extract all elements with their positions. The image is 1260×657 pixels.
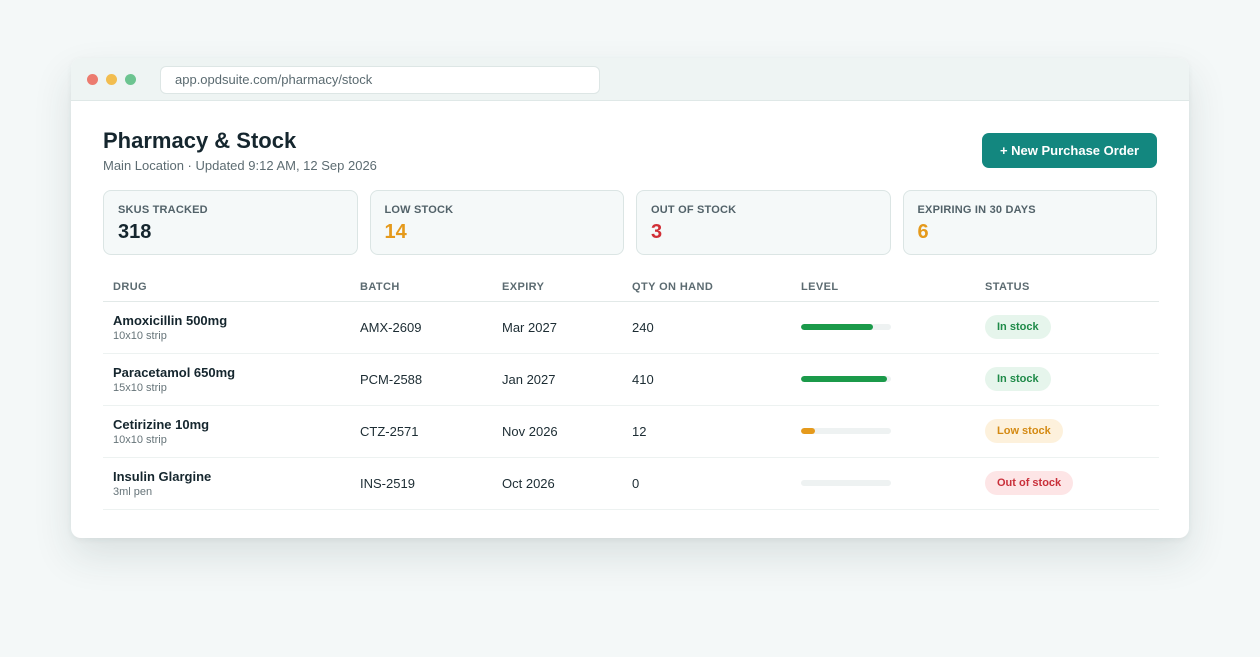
- table-row[interactable]: Insulin Glargine 3ml pen INS-2519 Oct 20…: [103, 457, 1159, 510]
- batch-cell: INS-2519: [350, 457, 492, 510]
- stock-level-fill: [801, 428, 815, 434]
- stock-level-bar: [801, 376, 891, 382]
- level-cell: [791, 457, 975, 510]
- stats-row: SKUS TRACKED 318 LOW STOCK 14 OUT OF STO…: [103, 190, 1157, 255]
- level-cell: [791, 353, 975, 406]
- table-row[interactable]: Cetirizine 10mg 10x10 strip CTZ-2571 Nov…: [103, 405, 1159, 458]
- column-header-level[interactable]: LEVEL: [791, 273, 975, 302]
- level-cell: [791, 405, 975, 458]
- status-badge: Out of stock: [985, 471, 1074, 495]
- expiry-cell: Nov 2026: [492, 405, 622, 458]
- browser-window: app.opdsuite.com/pharmacy/stock Pharmacy…: [71, 58, 1189, 538]
- qty-cell: 12: [622, 405, 791, 458]
- maximize-window-dot-icon[interactable]: [125, 74, 136, 85]
- stat-value: 6: [917, 221, 929, 243]
- batch-cell: PCM-2588: [350, 353, 492, 406]
- new-purchase-order-button[interactable]: + New Purchase Order: [982, 133, 1157, 168]
- level-cell: [791, 301, 975, 354]
- status-cell: In stock: [975, 301, 1159, 354]
- batch-cell: CTZ-2571: [350, 405, 492, 458]
- column-header-status[interactable]: STATUS: [975, 273, 1159, 302]
- drug-cell: Paracetamol 650mg 15x10 strip: [103, 353, 350, 406]
- table-row[interactable]: Amoxicillin 500mg 10x10 strip AMX-2609 M…: [103, 301, 1159, 354]
- stock-level-fill: [801, 376, 887, 382]
- stat-label: LOW STOCK: [384, 204, 454, 216]
- page-subtitle: Main Location · Updated 9:12 AM, 12 Sep …: [103, 158, 377, 173]
- drug-name[interactable]: Amoxicillin 500mg: [113, 312, 228, 328]
- table-header-row: DRUG BATCH EXPIRY QTY ON HAND LEVEL STAT…: [103, 273, 1159, 302]
- stock-level-bar: [801, 324, 891, 330]
- stock-level-bar: [801, 480, 891, 486]
- stat-label: SKUS TRACKED: [118, 204, 208, 216]
- drug-pack-size: 15x10 strip: [113, 381, 167, 394]
- drug-pack-size: 10x10 strip: [113, 433, 167, 446]
- stat-value: 3: [651, 221, 663, 243]
- stat-value: 318: [118, 221, 152, 243]
- drug-name[interactable]: Cetirizine 10mg: [113, 416, 210, 432]
- status-cell: Low stock: [975, 405, 1159, 458]
- stat-card-out-of-stock: OUT OF STOCK 3: [636, 190, 891, 255]
- status-badge: In stock: [985, 315, 1051, 339]
- page-title: Pharmacy & Stock: [103, 128, 297, 153]
- batch-cell: AMX-2609: [350, 301, 492, 354]
- expiry-cell: Oct 2026: [492, 457, 622, 510]
- expiry-cell: Mar 2027: [492, 301, 622, 354]
- drug-cell: Cetirizine 10mg 10x10 strip: [103, 405, 350, 458]
- stock-table: DRUG BATCH EXPIRY QTY ON HAND LEVEL STAT…: [103, 273, 1159, 510]
- address-bar[interactable]: app.opdsuite.com/pharmacy/stock: [160, 66, 600, 94]
- stat-card-expiring-30-days: EXPIRING IN 30 DAYS 6: [902, 190, 1157, 255]
- close-window-dot-icon[interactable]: [87, 74, 98, 85]
- stat-value: 14: [384, 221, 407, 243]
- browser-titlebar: app.opdsuite.com/pharmacy/stock: [71, 58, 1189, 101]
- status-cell: In stock: [975, 353, 1159, 406]
- stat-card-low-stock: LOW STOCK 14: [369, 190, 624, 255]
- drug-name[interactable]: Paracetamol 650mg: [113, 364, 236, 380]
- column-header-batch[interactable]: BATCH: [350, 273, 492, 302]
- stat-card-skus-tracked: SKUS TRACKED 318: [103, 190, 358, 255]
- status-cell: Out of stock: [975, 457, 1159, 510]
- expiry-cell: Jan 2027: [492, 353, 622, 406]
- drug-cell: Amoxicillin 500mg 10x10 strip: [103, 301, 350, 354]
- qty-cell: 240: [622, 301, 791, 354]
- drug-pack-size: 10x10 strip: [113, 329, 167, 342]
- stock-level-bar: [801, 428, 891, 434]
- qty-cell: 410: [622, 353, 791, 406]
- column-header-drug[interactable]: DRUG: [103, 273, 350, 302]
- status-badge: In stock: [985, 367, 1051, 391]
- stock-level-fill: [801, 324, 873, 330]
- table-row[interactable]: Paracetamol 650mg 15x10 strip PCM-2588 J…: [103, 353, 1159, 406]
- drug-pack-size: 3ml pen: [113, 485, 153, 498]
- drug-cell: Insulin Glargine 3ml pen: [103, 457, 350, 510]
- status-badge: Low stock: [985, 419, 1063, 443]
- stat-label: EXPIRING IN 30 DAYS: [917, 204, 1036, 216]
- column-header-expiry[interactable]: EXPIRY: [492, 273, 622, 302]
- minimize-window-dot-icon[interactable]: [106, 74, 117, 85]
- drug-name[interactable]: Insulin Glargine: [113, 468, 212, 484]
- stat-label: OUT OF STOCK: [651, 204, 737, 216]
- qty-cell: 0: [622, 457, 791, 510]
- column-header-qty-on-hand[interactable]: QTY ON HAND: [622, 273, 791, 302]
